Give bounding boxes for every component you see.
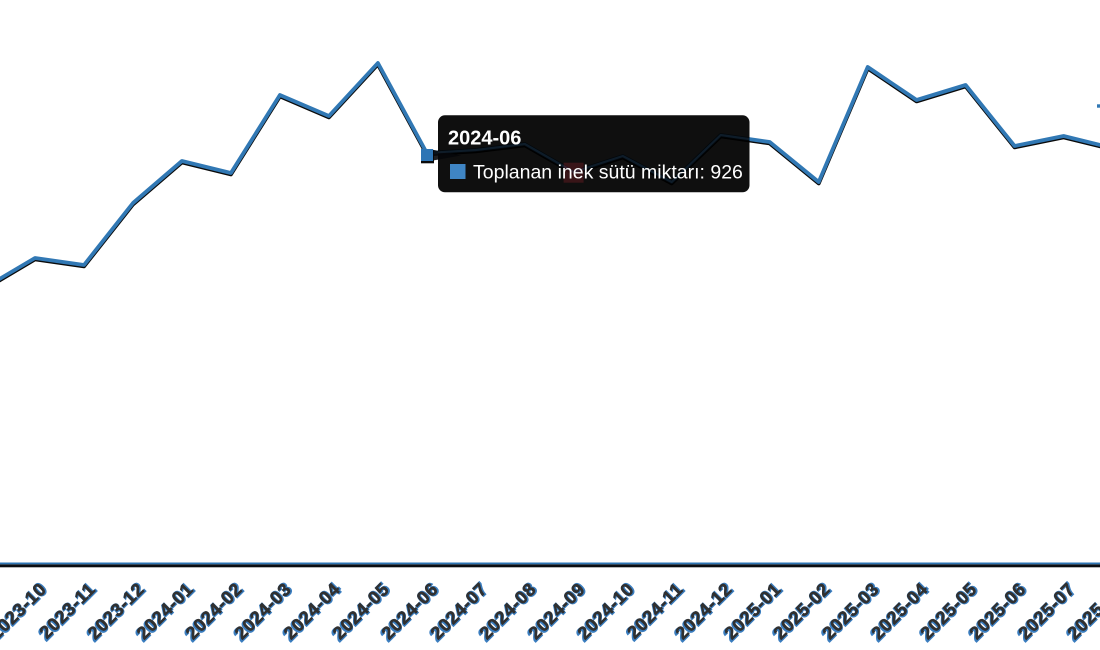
svg-text:Toplanan inek sütü miktarı: 92: Toplanan inek sütü miktarı: 926 — [473, 162, 743, 184]
svg-text:2024-06: 2024-06 — [448, 128, 521, 150]
